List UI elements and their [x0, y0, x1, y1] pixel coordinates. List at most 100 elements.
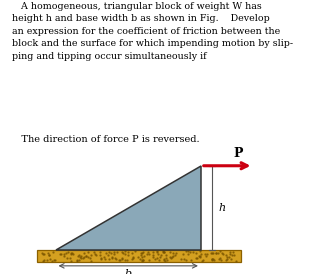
Point: [201, 258, 206, 262]
Point: [141, 253, 146, 258]
Point: [119, 257, 124, 261]
Point: [150, 253, 155, 257]
Point: [74, 257, 79, 262]
Point: [196, 254, 201, 259]
Point: [110, 255, 115, 260]
Point: [86, 255, 91, 259]
Point: [156, 251, 161, 256]
Point: [167, 249, 172, 254]
Point: [188, 258, 193, 262]
Point: [130, 256, 135, 261]
Point: [47, 252, 52, 257]
Point: [184, 249, 189, 253]
Point: [203, 252, 208, 256]
Point: [130, 254, 135, 259]
Polygon shape: [56, 166, 201, 250]
Point: [181, 257, 186, 261]
Point: [125, 258, 130, 262]
Point: [204, 254, 209, 258]
Point: [198, 254, 203, 258]
Point: [133, 249, 138, 253]
Point: [51, 250, 56, 254]
Point: [63, 250, 68, 255]
Point: [194, 256, 199, 261]
Point: [224, 253, 229, 258]
Point: [224, 257, 229, 261]
Point: [98, 253, 103, 258]
Point: [58, 252, 63, 256]
Point: [186, 249, 191, 253]
Point: [157, 258, 162, 262]
Point: [51, 258, 56, 262]
Point: [78, 256, 83, 260]
Point: [81, 250, 86, 255]
Point: [230, 249, 235, 254]
Point: [119, 256, 124, 260]
Point: [161, 249, 166, 254]
Point: [113, 256, 118, 261]
Point: [130, 250, 135, 255]
Point: [112, 256, 117, 260]
Point: [221, 252, 226, 256]
Point: [106, 257, 111, 261]
Point: [168, 256, 173, 261]
Text: A homogeneous, triangular block of weight W has
height h and base width b as sho: A homogeneous, triangular block of weigh…: [12, 2, 294, 61]
Point: [69, 251, 74, 255]
Point: [228, 256, 233, 261]
Point: [219, 258, 224, 262]
Point: [41, 258, 46, 262]
Point: [174, 251, 179, 255]
Point: [98, 257, 103, 261]
Point: [83, 253, 88, 258]
Point: [126, 253, 131, 257]
Point: [140, 258, 145, 262]
Point: [81, 255, 86, 259]
Point: [228, 250, 233, 255]
Point: [193, 256, 198, 260]
Point: [220, 251, 225, 255]
Point: [139, 258, 144, 263]
Point: [211, 257, 216, 261]
Point: [92, 251, 97, 256]
Point: [225, 255, 230, 259]
Point: [68, 256, 73, 260]
Point: [107, 250, 112, 255]
Point: [171, 254, 176, 258]
Point: [226, 255, 231, 259]
Point: [170, 255, 175, 259]
Point: [164, 253, 169, 257]
Point: [49, 258, 54, 263]
Point: [198, 252, 203, 256]
Point: [140, 250, 145, 254]
Point: [163, 256, 168, 261]
Point: [69, 258, 74, 263]
Point: [70, 252, 75, 256]
Point: [162, 258, 167, 262]
Point: [172, 253, 177, 258]
Point: [218, 249, 223, 253]
Point: [209, 258, 214, 263]
Point: [184, 258, 188, 262]
Point: [78, 255, 83, 259]
Point: [210, 250, 215, 255]
Point: [157, 255, 162, 259]
Point: [79, 254, 84, 258]
Point: [150, 250, 155, 254]
Point: [160, 249, 165, 253]
Point: [211, 257, 216, 262]
Point: [61, 254, 66, 258]
Point: [74, 258, 79, 263]
Point: [61, 252, 66, 256]
Point: [122, 252, 127, 256]
Point: [130, 256, 135, 261]
Point: [210, 257, 215, 261]
Point: [138, 253, 143, 257]
Point: [111, 250, 116, 254]
Point: [123, 258, 128, 262]
Point: [45, 251, 50, 255]
Point: [105, 253, 110, 258]
Point: [162, 257, 167, 261]
Point: [53, 258, 57, 262]
Point: [216, 257, 221, 261]
Point: [119, 249, 124, 254]
